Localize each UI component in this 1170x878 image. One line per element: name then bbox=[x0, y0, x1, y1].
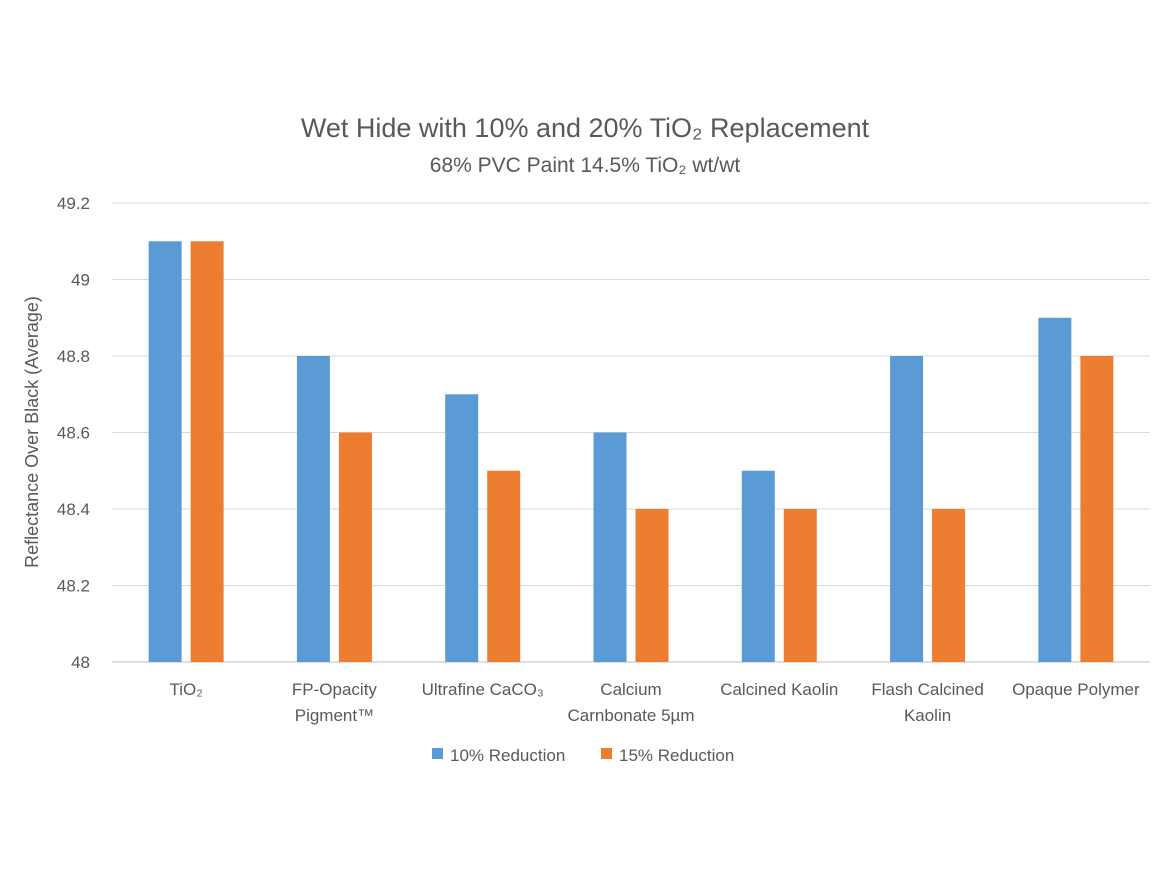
bar-15pct bbox=[635, 509, 669, 662]
bar-15pct bbox=[1080, 356, 1114, 662]
x-tick-label: Calcium bbox=[600, 680, 661, 699]
bar-10pct bbox=[741, 470, 775, 662]
x-tick-label: FP-Opacity bbox=[292, 680, 378, 699]
x-tick-label: Calcined Kaolin bbox=[720, 680, 838, 699]
x-tick-label: Opaque Polymer bbox=[1012, 680, 1140, 699]
bar-10pct bbox=[445, 394, 479, 662]
x-tick-label: Pigment™ bbox=[295, 706, 374, 725]
chart-title: Wet Hide with 10% and 20% TiO₂ Replaceme… bbox=[301, 113, 870, 143]
y-axis-label: Reflectance Over Black (Average) bbox=[22, 296, 42, 568]
bar-10pct bbox=[1038, 317, 1072, 662]
bar-10pct bbox=[890, 356, 924, 662]
x-tick-label: Flash Calcined bbox=[871, 680, 983, 699]
x-tick-label: Kaolin bbox=[904, 706, 951, 725]
legend: 10% Reduction 15% Reduction bbox=[432, 746, 734, 765]
bar-10pct bbox=[593, 432, 627, 662]
y-tick-label: 48.6 bbox=[57, 424, 90, 443]
chart-subtitle: 68% PVC Paint 14.5% TiO₂ wt/wt bbox=[430, 154, 741, 177]
legend-label: 10% Reduction bbox=[450, 746, 565, 765]
bar-15pct bbox=[190, 241, 224, 662]
bar-15pct bbox=[487, 470, 521, 662]
bar-15pct bbox=[338, 432, 372, 662]
y-tick-label: 48.8 bbox=[57, 347, 90, 366]
y-tick-label: 48 bbox=[71, 653, 90, 672]
y-tick-label: 48.2 bbox=[57, 577, 90, 596]
legend-label: 15% Reduction bbox=[619, 746, 734, 765]
y-tick-label: 49.2 bbox=[57, 194, 90, 213]
legend-swatch bbox=[601, 748, 612, 759]
bar-15pct bbox=[932, 509, 966, 662]
tick-labels: 48 48.2 48.4 48.6 48.8 49 49.2 TiO₂ FP-Opacity Pi… bbox=[57, 194, 1140, 725]
legend-swatch bbox=[432, 748, 443, 759]
gridlines bbox=[112, 202, 1150, 663]
bar-10pct bbox=[296, 356, 330, 662]
bar-10pct bbox=[148, 241, 182, 662]
bars bbox=[148, 241, 1114, 662]
y-tick-label: 48.4 bbox=[57, 500, 90, 519]
bar-15pct bbox=[783, 509, 817, 662]
x-tick-label: Carnbonate 5µm bbox=[568, 706, 695, 725]
x-tick-label: Ultrafine CaCO₃ bbox=[422, 680, 544, 699]
y-tick-label: 49 bbox=[71, 271, 90, 290]
x-tick-label: TiO₂ bbox=[169, 680, 202, 699]
